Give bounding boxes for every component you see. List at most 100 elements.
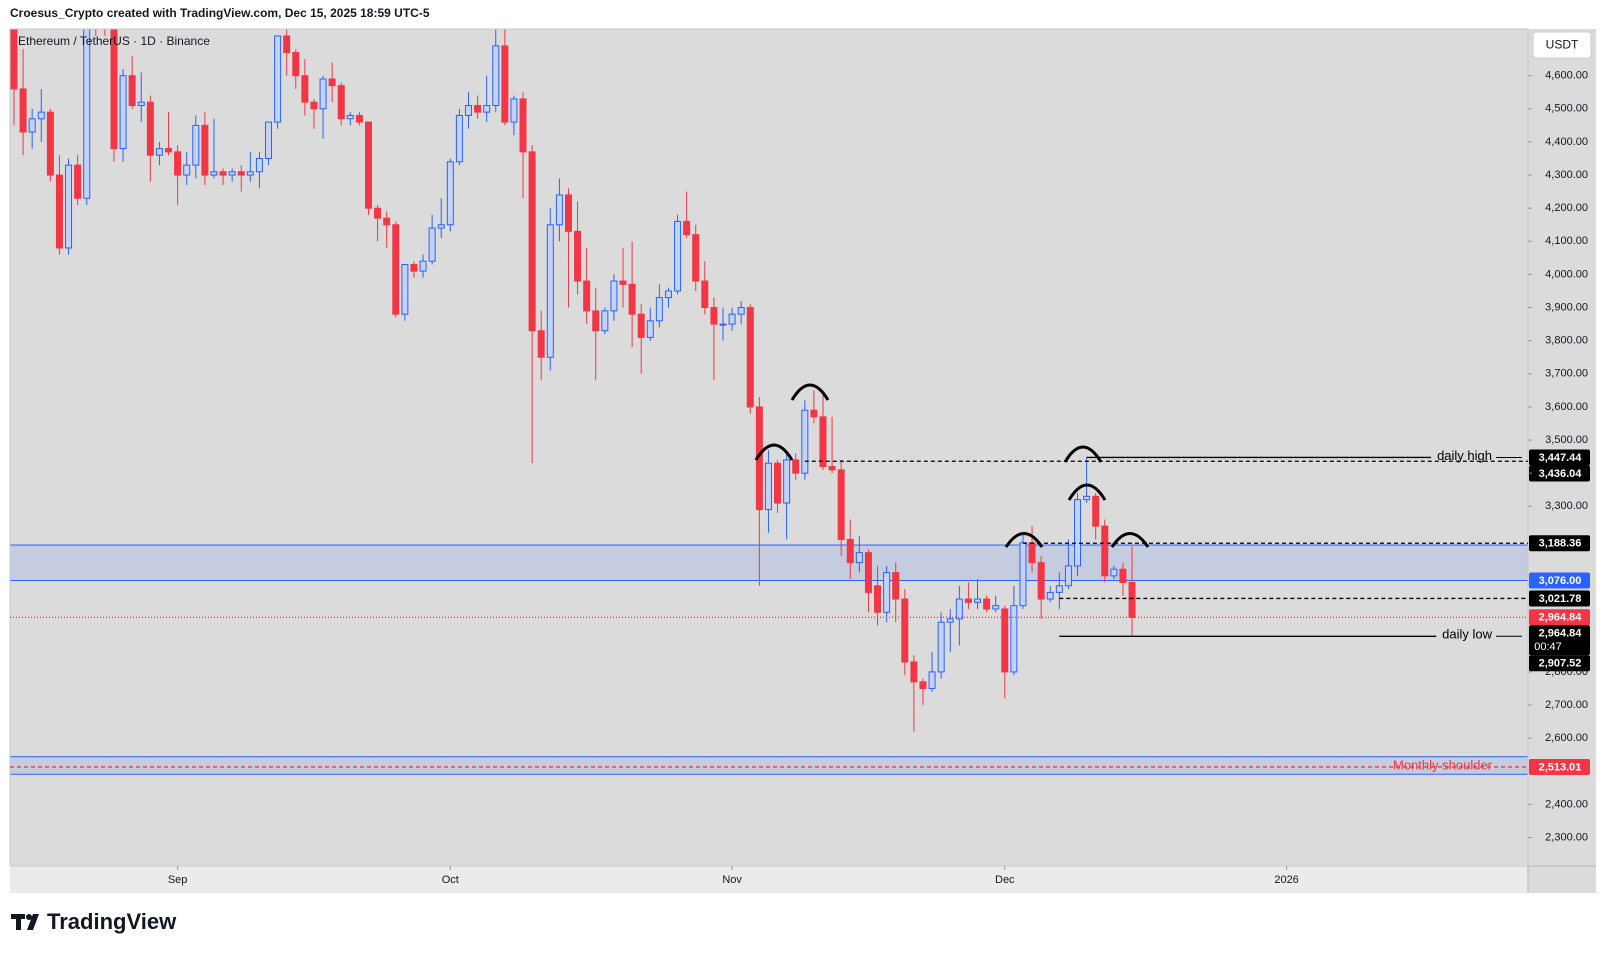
candle-body (628, 283, 636, 315)
candle-body (828, 466, 836, 471)
y-tick-label: 2,400.00 (1545, 798, 1588, 810)
x-tick-label: 2026 (1274, 874, 1298, 886)
y-tick-label: 4,600.00 (1545, 70, 1588, 82)
y-tick-label: 2,700.00 (1545, 699, 1588, 711)
currency-box[interactable] (1532, 31, 1592, 59)
price-tag-label: 3,188.36 (1539, 538, 1582, 550)
candle-body (265, 121, 273, 160)
level-text: daily low (1442, 627, 1492, 642)
candle-body (655, 297, 663, 322)
candle-body (846, 538, 854, 564)
candle-body (874, 585, 882, 613)
candle-body (710, 307, 718, 325)
price-tag (1529, 625, 1590, 656)
candle-body (528, 151, 536, 332)
candle-body (1074, 499, 1082, 567)
candle-body (1046, 591, 1054, 600)
x-tick-label: Dec (995, 874, 1015, 886)
candle-body (165, 148, 173, 153)
candle-body (128, 75, 136, 107)
candle-body (1028, 542, 1036, 564)
y-tick-label: 3,500.00 (1545, 434, 1588, 446)
price-tag-label: 3,436.04 (1539, 468, 1583, 480)
candle-body (201, 124, 209, 176)
candle-body (310, 101, 318, 110)
arc (754, 443, 794, 461)
candle-body (1019, 542, 1027, 607)
candle-body (983, 598, 991, 610)
candle-body (210, 171, 218, 176)
price-tag-label: 3,021.78 (1539, 593, 1582, 605)
x-tick-label: Oct (442, 874, 459, 886)
candle-body (619, 280, 627, 285)
candle-body (683, 220, 691, 236)
candle-body (428, 227, 436, 262)
candle-body (637, 313, 645, 338)
candle-body (501, 45, 509, 123)
symbol: Ethereum / TetherUS · 1D · Binance (18, 34, 210, 48)
logo-mark (27, 914, 39, 930)
price-tag (1529, 535, 1590, 552)
candle-body (574, 230, 582, 282)
price-tag (1529, 758, 1590, 775)
candle-body (964, 598, 972, 603)
candle-body (492, 45, 500, 107)
candle-body (837, 469, 845, 540)
price-tag-label: 2,907.52 (1539, 658, 1582, 670)
x-tick-label: Nov (722, 874, 742, 886)
candle-body (474, 105, 482, 113)
pattern-arcs (754, 383, 1150, 548)
plot-layer: daily high daily low Monthly shoulder (9, 0, 1590, 867)
candle-body (37, 111, 45, 120)
candle-body (810, 409, 818, 418)
candle-body (546, 224, 554, 358)
candle-body (928, 671, 936, 689)
price-tag (1529, 572, 1590, 589)
y-tick-label: 2,300.00 (1545, 831, 1588, 843)
level-text: Monthly shoulder (1393, 757, 1493, 772)
y-tick-label: 4,500.00 (1545, 103, 1588, 115)
candle-body (355, 114, 363, 123)
candle-body (19, 88, 27, 133)
y-tick-label: 4,300.00 (1545, 169, 1588, 181)
price-tag (1529, 465, 1590, 482)
candle-body (1092, 495, 1100, 527)
candle-body (1110, 568, 1118, 577)
currency: USDT (1546, 38, 1579, 52)
candle-body (783, 459, 791, 504)
candle-body (1119, 568, 1127, 583)
candle-body (1001, 608, 1009, 673)
price-tag-label: 3,447.44 (1539, 452, 1583, 464)
candle-body (365, 121, 373, 209)
candle-body (555, 194, 563, 226)
level-text: daily high (1437, 448, 1492, 463)
y-tick-label: 4,200.00 (1545, 202, 1588, 214)
candle-body (1037, 562, 1045, 600)
candle-body (955, 598, 963, 620)
candle-body (992, 605, 1000, 610)
candle-body (410, 263, 418, 272)
y-tick-label: 2,800.00 (1545, 666, 1588, 678)
candle-body (374, 207, 382, 219)
candle-body (292, 52, 300, 77)
candle-body (719, 323, 727, 326)
candle-body (464, 105, 472, 116)
candle-body (74, 164, 82, 199)
candle-body (864, 552, 872, 593)
candle-body (910, 661, 918, 683)
candle-body (392, 224, 400, 315)
time-axis (10, 866, 1528, 893)
candle-body (328, 78, 336, 87)
arc (1067, 483, 1107, 501)
candle-body (674, 220, 682, 292)
candle-body (83, 0, 91, 199)
price-tag-label: 2,964.84 (1539, 612, 1583, 624)
candle-body (183, 164, 191, 176)
candle-body (937, 621, 945, 673)
price-tag (1529, 449, 1590, 466)
price-tag-label: 2,964.84 (1539, 628, 1583, 640)
candle-body (455, 114, 463, 163)
candle-body (192, 124, 200, 166)
